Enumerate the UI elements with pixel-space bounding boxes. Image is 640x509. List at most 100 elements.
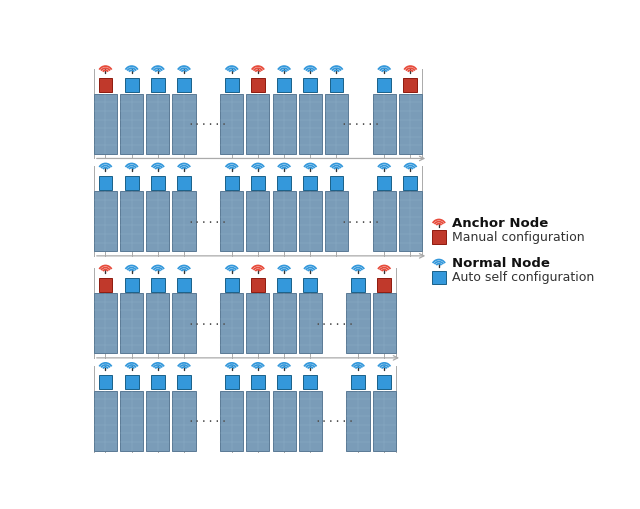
Bar: [277, 477, 291, 491]
Bar: [303, 375, 317, 389]
Bar: [432, 231, 446, 244]
Text: ......: ......: [188, 117, 228, 127]
Bar: [99, 176, 113, 190]
Bar: [220, 94, 243, 154]
Bar: [251, 78, 265, 92]
Bar: [378, 375, 391, 389]
Bar: [172, 390, 196, 450]
Bar: [351, 375, 365, 389]
Bar: [120, 293, 143, 353]
Bar: [125, 278, 139, 292]
Bar: [277, 375, 291, 389]
Text: ......: ......: [188, 215, 228, 224]
Bar: [225, 176, 239, 190]
Bar: [299, 493, 322, 509]
Bar: [246, 191, 269, 251]
Text: Normal Node: Normal Node: [452, 257, 550, 270]
Bar: [372, 94, 396, 154]
Bar: [177, 78, 191, 92]
Bar: [273, 493, 296, 509]
Bar: [94, 94, 117, 154]
Text: Manual configuration: Manual configuration: [452, 231, 584, 244]
Bar: [246, 293, 269, 353]
Bar: [372, 390, 396, 450]
Bar: [346, 493, 369, 509]
Bar: [151, 176, 164, 190]
Bar: [225, 477, 239, 491]
Bar: [147, 191, 170, 251]
Bar: [330, 78, 344, 92]
Bar: [120, 493, 143, 509]
Bar: [125, 375, 139, 389]
Bar: [303, 78, 317, 92]
Bar: [99, 278, 113, 292]
Bar: [277, 278, 291, 292]
Bar: [299, 94, 322, 154]
Bar: [172, 493, 196, 509]
Bar: [378, 176, 391, 190]
Bar: [273, 94, 296, 154]
Bar: [273, 390, 296, 450]
Text: ......: ......: [340, 215, 381, 224]
Bar: [299, 390, 322, 450]
Bar: [120, 390, 143, 450]
Text: ......: ......: [314, 414, 355, 424]
Bar: [251, 176, 265, 190]
Bar: [172, 94, 196, 154]
Bar: [147, 94, 170, 154]
Bar: [172, 293, 196, 353]
Bar: [351, 278, 365, 292]
Bar: [399, 191, 422, 251]
Bar: [246, 390, 269, 450]
Bar: [99, 477, 113, 491]
Bar: [273, 293, 296, 353]
Bar: [151, 477, 164, 491]
Bar: [372, 493, 396, 509]
Bar: [177, 278, 191, 292]
Bar: [99, 375, 113, 389]
Bar: [94, 390, 117, 450]
Bar: [351, 477, 365, 491]
Bar: [177, 375, 191, 389]
Bar: [303, 477, 317, 491]
Bar: [277, 176, 291, 190]
Bar: [403, 78, 417, 92]
Bar: [151, 375, 164, 389]
Bar: [403, 176, 417, 190]
Bar: [177, 176, 191, 190]
Bar: [246, 493, 269, 509]
Bar: [325, 191, 348, 251]
Bar: [325, 94, 348, 154]
Bar: [120, 191, 143, 251]
Bar: [125, 477, 139, 491]
Bar: [125, 78, 139, 92]
Bar: [220, 293, 243, 353]
Bar: [177, 477, 191, 491]
Bar: [225, 278, 239, 292]
Bar: [220, 390, 243, 450]
Bar: [120, 94, 143, 154]
Text: ......: ......: [314, 317, 355, 327]
Bar: [147, 390, 170, 450]
Bar: [399, 94, 422, 154]
Bar: [378, 278, 391, 292]
Bar: [330, 176, 344, 190]
Text: ......: ......: [340, 117, 381, 127]
Bar: [378, 78, 391, 92]
Bar: [372, 293, 396, 353]
Bar: [147, 293, 170, 353]
Bar: [273, 191, 296, 251]
Bar: [94, 191, 117, 251]
Bar: [346, 390, 369, 450]
Bar: [225, 78, 239, 92]
Bar: [151, 278, 164, 292]
Bar: [125, 176, 139, 190]
Bar: [299, 191, 322, 251]
Bar: [99, 78, 113, 92]
Bar: [151, 78, 164, 92]
Bar: [94, 293, 117, 353]
Text: Anchor Node: Anchor Node: [452, 217, 548, 230]
Bar: [246, 94, 269, 154]
Bar: [372, 191, 396, 251]
Bar: [251, 278, 265, 292]
